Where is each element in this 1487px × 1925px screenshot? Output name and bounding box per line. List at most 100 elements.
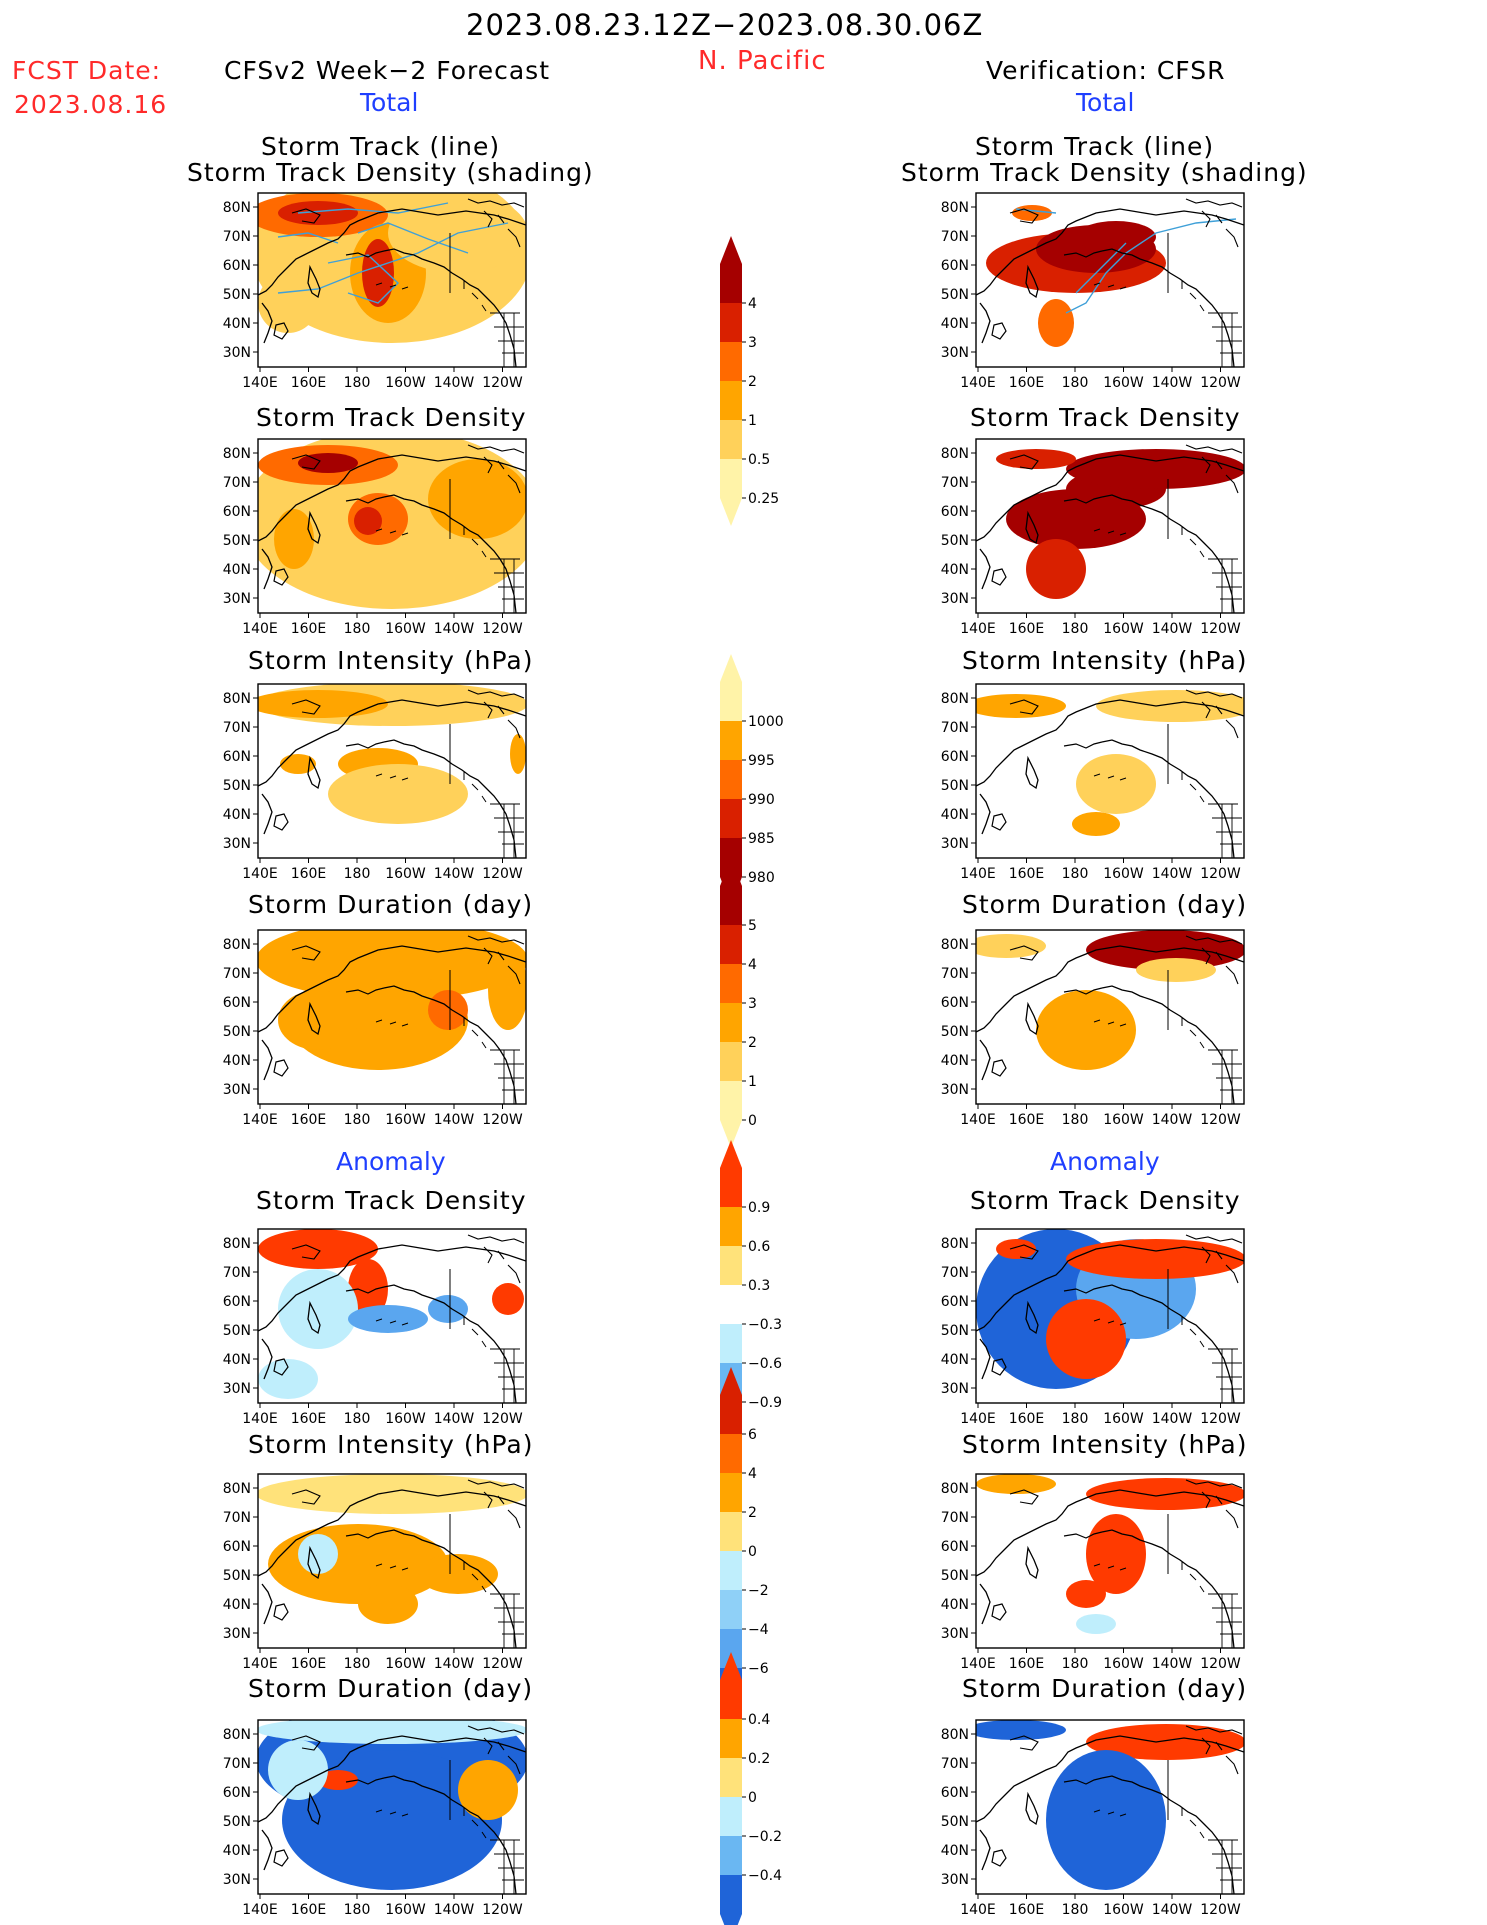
lon-tick-label: 180: [344, 866, 371, 882]
shading-region: [358, 1584, 418, 1624]
lat-tick-label: 80N: [941, 937, 969, 953]
lon-tick-label: 160W: [1103, 1411, 1144, 1427]
lon-tick-label: 140E: [242, 1656, 278, 1672]
lat-tick-label: 30N: [223, 591, 251, 607]
lat-tick-label: 60N: [941, 1539, 969, 1555]
shading-region: [258, 1720, 526, 1744]
shading-region: [996, 449, 1076, 469]
lat-tick-label: 80N: [223, 937, 251, 953]
colorbar-label: 0: [748, 1790, 757, 1806]
lon-tick-label: 160W: [385, 1902, 426, 1918]
lon-tick-label: 140E: [960, 1112, 996, 1128]
map-panel: 140E 160E 180 160W 140W 120W 80N 70N 60N 50N 40N 30…: [223, 1473, 527, 1672]
colorbar-segment: [720, 760, 742, 799]
left-panel7-title: Storm Duration (day): [248, 1674, 534, 1703]
colorbar-segment: [720, 459, 742, 498]
colorbar-segment: [720, 1590, 742, 1629]
lat-tick-label: 50N: [941, 287, 969, 303]
lon-tick-label: 160W: [385, 1411, 426, 1427]
shading-region: [258, 273, 318, 333]
shading-region: [348, 1305, 428, 1333]
lon-tick-label: 160W: [1103, 1112, 1144, 1128]
left-panel6-title: Storm Intensity (hPa): [248, 1430, 534, 1459]
shading-region: [362, 239, 394, 307]
colorbar-label: 0.9: [748, 1200, 770, 1216]
lat-tick-label: 50N: [223, 1323, 251, 1339]
colorbar-segment: [720, 925, 742, 964]
lon-tick-label: 140W: [434, 1656, 475, 1672]
lon-tick-label: 160W: [385, 621, 426, 637]
lat-tick-label: 70N: [941, 1756, 969, 1772]
shading-region: [1096, 690, 1244, 722]
map-frame: [257, 1473, 527, 1649]
lat-tick-label: 60N: [223, 1785, 251, 1801]
lat-tick-label: 40N: [941, 1352, 969, 1368]
lon-tick-label: 160W: [1103, 1902, 1144, 1918]
lon-tick-label: 160E: [1009, 621, 1045, 637]
colorbar-density-total: 4 3 2 1 0.5 0.25: [720, 236, 779, 526]
storm-track-line: [357, 222, 469, 254]
shading-region: [996, 1239, 1036, 1259]
colorbar-label: 0.5: [748, 452, 770, 468]
map-panel: 140E 160E 180 160W 140W 120W 80N 70N 60N 50N 40N 30…: [223, 1228, 527, 1427]
lon-tick-label: 140E: [242, 1902, 278, 1918]
lat-tick-label: 40N: [941, 316, 969, 332]
colorbar-label: 4: [748, 296, 757, 312]
lon-tick-label: 160W: [385, 1112, 426, 1128]
colorbar-duration-anom: 0.4 0.2 0 −0.2 −0.4: [720, 1652, 782, 1925]
map-panel: 140E 160E 180 160W 140W 120W 80N 70N 60N 50N 40N 30…: [223, 929, 527, 1128]
shading-region: [1046, 1299, 1126, 1379]
lon-tick-label: 120W: [482, 1656, 523, 1672]
lat-tick-label: 40N: [223, 316, 251, 332]
colorbar-segment: [720, 342, 742, 381]
colorbar-label: 2: [748, 1505, 757, 1521]
colorbar-arrow: [720, 654, 742, 682]
lat-tick-label: 60N: [941, 1785, 969, 1801]
lat-tick-label: 50N: [223, 533, 251, 549]
lat-tick-label: 40N: [941, 1597, 969, 1613]
lat-tick-label: 30N: [223, 836, 251, 852]
lat-tick-label: 80N: [941, 1481, 969, 1497]
lon-tick-label: 120W: [482, 1411, 523, 1427]
left-panel1-title-shading: Storm Track Density (shading): [187, 158, 594, 187]
colorbar-segment: [720, 1875, 742, 1914]
colorbar-label: 0.6: [748, 1239, 770, 1255]
lon-tick-label: 120W: [1200, 1656, 1241, 1672]
colorbar-label: 0.2: [748, 1751, 770, 1767]
map-frame: [257, 192, 527, 368]
map-frame: [975, 1473, 1245, 1649]
lat-tick-label: 30N: [941, 1626, 969, 1642]
shading-region: [976, 1474, 1056, 1494]
lon-tick-label: 140W: [434, 866, 475, 882]
lat-tick-label: 50N: [941, 1323, 969, 1339]
lat-tick-label: 60N: [223, 1294, 251, 1310]
map-frame: [975, 438, 1245, 614]
lat-tick-label: 30N: [941, 836, 969, 852]
lon-tick-label: 180: [1062, 1112, 1089, 1128]
lon-tick-label: 160W: [1103, 1656, 1144, 1672]
shading-region: [1072, 812, 1120, 836]
forecast-anomaly-label: Anomaly: [336, 1147, 446, 1176]
lat-tick-label: 40N: [941, 562, 969, 578]
lon-tick-label: 160E: [1009, 1656, 1045, 1672]
map-panel: 140E 160E 180 160W 140W 120W 80N 70N 60N 50N 40N 30…: [941, 192, 1245, 391]
lon-tick-label: 180: [1062, 375, 1089, 391]
colorbar-segment: [720, 420, 742, 459]
shading-region: [1076, 221, 1156, 253]
colorbar-segment: [720, 886, 742, 925]
shading-region: [1026, 539, 1086, 599]
shading-region: [280, 754, 316, 774]
shading-region: [278, 1269, 358, 1349]
colorbar-segment: [720, 1836, 742, 1875]
shading-region: [278, 201, 358, 225]
lat-tick-label: 50N: [941, 778, 969, 794]
colorbar-label: −0.3: [748, 1317, 782, 1333]
colorbar-arrow: [720, 1140, 742, 1168]
colorbar-segment: [720, 1473, 742, 1512]
shading-region: [428, 990, 468, 1030]
lon-tick-label: 120W: [1200, 1411, 1241, 1427]
lon-tick-label: 140W: [434, 1411, 475, 1427]
lat-tick-label: 60N: [223, 749, 251, 765]
colorbar-segment: [720, 1680, 742, 1719]
